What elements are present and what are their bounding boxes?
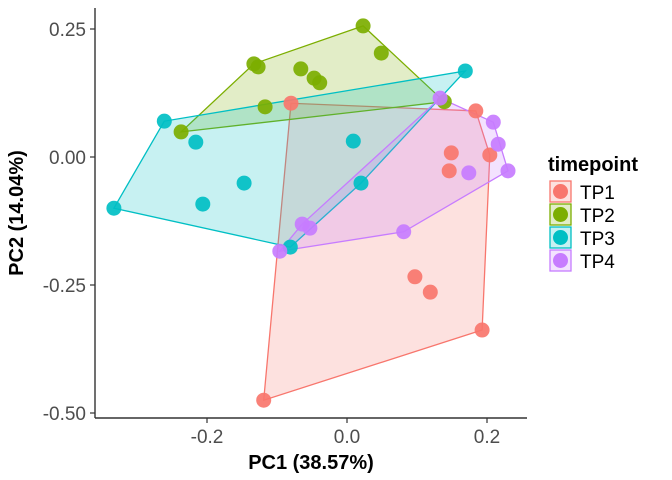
point-tp4-9: [272, 243, 288, 259]
point-tp4-2: [485, 114, 501, 130]
legend-label: TP1: [580, 183, 615, 204]
point-tp1-9: [256, 392, 272, 408]
point-layer: [106, 18, 516, 408]
x-tick-label: 0.2: [474, 427, 500, 448]
point-tp2-8: [355, 18, 371, 34]
point-tp1-3: [443, 145, 459, 161]
point-tp3-5: [195, 196, 211, 212]
point-tp4-6: [396, 224, 412, 240]
axes-layer: [94, 8, 527, 419]
point-tp1-1: [283, 95, 299, 111]
point-tp1-2: [468, 103, 484, 119]
point-tp3-2: [106, 200, 122, 216]
point-tp2-5: [293, 61, 309, 77]
x-tick-label: -0.2: [191, 427, 224, 448]
point-tp3-3: [188, 134, 204, 150]
point-tp3-7: [345, 133, 361, 149]
legend-title: timepoint: [548, 154, 638, 176]
point-tp4-5: [461, 165, 477, 181]
legend-item-tp1: TP1: [549, 180, 615, 204]
point-tp4-3: [490, 136, 506, 152]
y-ticks: 0.25 0.00 -0.25 -0.50: [43, 20, 95, 425]
legend-item-tp4: TP4: [549, 249, 615, 273]
point-tp2-7: [312, 75, 328, 91]
point-tp1-5: [441, 163, 457, 179]
legend-label: TP4: [580, 252, 615, 273]
legend-marker-icon: [553, 184, 568, 199]
legend-marker-icon: [553, 253, 568, 268]
point-tp2-9: [373, 45, 389, 61]
point-tp3-4: [236, 175, 252, 191]
point-tp3-1: [156, 113, 172, 129]
point-tp4-1: [432, 90, 448, 106]
point-tp2-3: [250, 59, 266, 75]
point-tp2-4: [257, 99, 273, 115]
legend-label: TP2: [580, 206, 615, 227]
hull-tp1: [262, 102, 491, 402]
point-tp1-4: [482, 147, 498, 163]
x-tick-label: 0.0: [334, 427, 360, 448]
point-tp4-8: [302, 220, 318, 236]
point-tp3-9: [457, 63, 473, 79]
point-tp2-1: [173, 124, 189, 140]
point-tp1-6: [407, 269, 423, 285]
legend-marker-icon: [553, 207, 568, 222]
y-tick-label: -0.25: [43, 276, 86, 297]
x-ticks: -0.2 0.0 0.2: [191, 418, 500, 448]
y-tick-label: 0.00: [49, 148, 86, 169]
x-axis-title: PC1 (38.57%): [248, 452, 374, 474]
y-tick-label: 0.25: [49, 20, 86, 41]
y-tick-label: -0.50: [43, 404, 86, 425]
y-axis-title: PC2 (14.04%): [6, 150, 28, 276]
point-tp4-4: [500, 163, 516, 179]
legend-item-tp2: TP2: [549, 203, 615, 227]
legend-marker-icon: [553, 230, 568, 245]
point-tp3-8: [353, 175, 369, 191]
legend-label: TP3: [580, 229, 615, 250]
point-tp1-7: [422, 284, 438, 300]
legend-item-tp3: TP3: [549, 226, 615, 250]
point-tp1-8: [474, 322, 490, 338]
